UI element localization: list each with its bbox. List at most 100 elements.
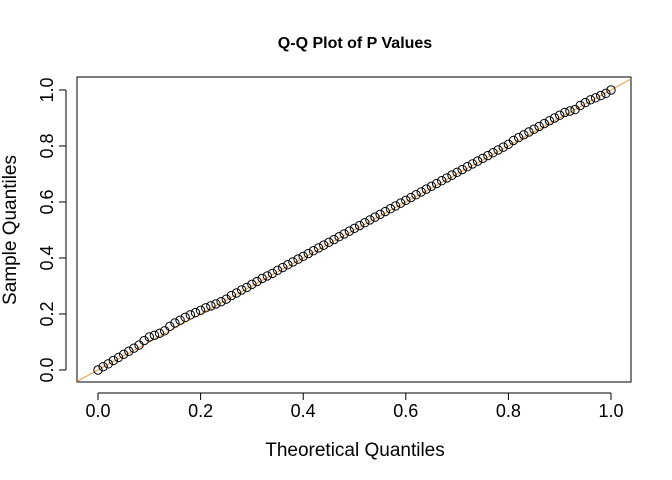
data-point: [293, 254, 303, 264]
data-point: [349, 223, 360, 234]
data-point: [226, 290, 237, 301]
data-point: [211, 299, 221, 309]
data-point: [354, 220, 365, 231]
data-point: [513, 132, 524, 143]
x-tick-label: 0.4: [291, 401, 316, 421]
x-tick-label: 0.6: [393, 401, 418, 421]
data-point: [395, 198, 406, 208]
data-point: [519, 130, 529, 140]
data-point: [329, 234, 339, 245]
data-point: [606, 85, 616, 95]
x-axis-label: Theoretical Quantiles: [265, 440, 445, 461]
data-point: [406, 192, 416, 203]
data-point: [442, 173, 452, 183]
x-tick-label: 1.0: [598, 401, 623, 421]
data-point: [360, 218, 370, 228]
data-point: [108, 355, 119, 366]
data-point: [560, 107, 570, 118]
data-point: [549, 113, 560, 123]
data-point: [524, 127, 534, 137]
data-point: [93, 365, 103, 375]
data-point: [262, 271, 272, 281]
data-point: [180, 312, 190, 323]
y-axis-label: Sample Quantiles: [0, 155, 21, 305]
data-point: [242, 282, 252, 293]
points-layer: [93, 85, 616, 375]
plot-frame: [76, 76, 632, 383]
data-point: [252, 276, 262, 287]
data-point: [483, 150, 493, 161]
chart-title: Q-Q Plot of P Values: [278, 35, 433, 52]
data-point: [431, 178, 442, 189]
data-point: [390, 201, 401, 211]
data-point: [170, 318, 180, 328]
data-point: [580, 97, 591, 108]
data-point: [544, 116, 555, 126]
data-point: [472, 156, 483, 166]
y-tick-label: 0.4: [37, 245, 57, 270]
data-point: [467, 159, 478, 169]
data-point: [324, 237, 334, 248]
data-point: [478, 153, 488, 164]
data-point: [149, 330, 160, 340]
data-point: [308, 246, 319, 256]
x-tick-label: 0.8: [496, 401, 521, 421]
data-point: [529, 124, 539, 134]
data-point: [411, 190, 421, 200]
data-point: [421, 184, 432, 194]
data-point: [175, 315, 185, 325]
data-point: [565, 106, 575, 116]
data-point: [365, 215, 375, 225]
data-point: [447, 170, 457, 180]
data-point: [539, 118, 550, 129]
data-point: [319, 240, 329, 250]
data-point: [452, 167, 462, 178]
data-point: [534, 121, 544, 132]
data-point: [165, 321, 175, 332]
data-point: [426, 181, 437, 192]
data-point: [370, 212, 380, 222]
data-point: [144, 332, 155, 342]
data-point: [272, 265, 283, 276]
y-tick-label: 1.0: [37, 77, 57, 102]
data-point: [508, 135, 519, 146]
data-point: [206, 301, 216, 311]
data-point: [498, 142, 508, 152]
data-point: [185, 310, 196, 320]
axes-layer: 0.0 0.2 0.4 0.6 0.8 1.0 0.0 0.2 0.4 0.6 0.8 1.0: [37, 76, 632, 421]
data-point: [277, 262, 288, 273]
x-tick-label: 0.2: [188, 401, 213, 421]
data-point: [129, 343, 139, 353]
data-point: [457, 164, 467, 175]
data-point: [124, 346, 134, 356]
data-point: [590, 93, 601, 103]
data-point: [216, 296, 226, 307]
data-point: [596, 90, 606, 101]
data-point: [385, 204, 396, 214]
data-point: [380, 206, 390, 217]
data-point: [437, 176, 447, 186]
y-tick-label: 0.6: [37, 189, 57, 214]
data-point: [416, 187, 426, 197]
data-point: [303, 248, 314, 259]
data-point: [257, 273, 267, 284]
data-point: [283, 260, 293, 270]
data-point: [201, 303, 211, 313]
y-tick-label: 0.2: [37, 301, 57, 326]
data-point: [267, 268, 278, 279]
data-point: [154, 328, 165, 339]
data-point: [339, 229, 349, 239]
data-point: [344, 226, 355, 236]
data-point: [334, 232, 344, 242]
data-point: [401, 195, 411, 206]
data-point: [231, 288, 242, 298]
data-point: [98, 361, 108, 372]
data-point: [488, 148, 498, 158]
data-point: [601, 88, 611, 99]
y-tick-label: 0.0: [37, 357, 57, 382]
data-point: [575, 100, 585, 111]
data-point: [288, 257, 298, 267]
data-point: [103, 359, 113, 369]
data-point: [493, 145, 503, 155]
